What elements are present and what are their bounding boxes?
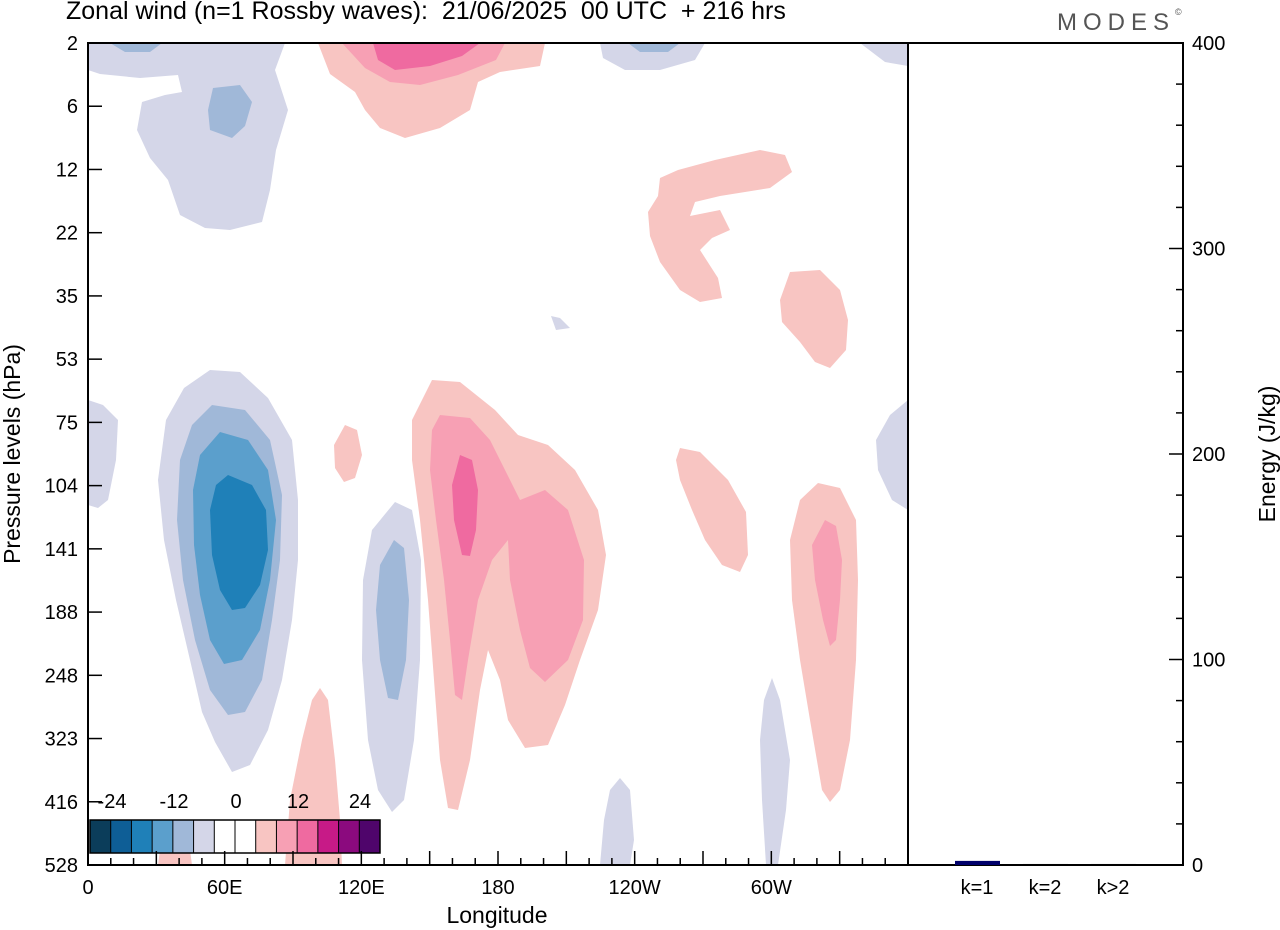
y-tick-label: 2 bbox=[67, 33, 78, 55]
y-tick-label: 141 bbox=[45, 539, 78, 561]
y-tick-label: 22 bbox=[56, 223, 78, 245]
contour-pos-small bbox=[334, 425, 362, 482]
energy-tick-label: 200 bbox=[1192, 444, 1225, 466]
y-tick-label: 248 bbox=[45, 665, 78, 687]
contour-neg-bottom-center bbox=[600, 778, 634, 865]
x-tick-label: 60E bbox=[207, 877, 243, 899]
energy-tick-label: 100 bbox=[1192, 650, 1225, 672]
colorbar-swatch bbox=[338, 820, 360, 853]
y-tick-label: 323 bbox=[45, 729, 78, 751]
contour-neg-column-inner bbox=[376, 540, 409, 700]
energy-bar bbox=[1023, 863, 1068, 865]
colorbar-swatch bbox=[276, 820, 298, 853]
y-tick-label: 6 bbox=[67, 96, 78, 118]
contour-neg-left-edge bbox=[88, 400, 118, 508]
contour-pos-right-mid bbox=[780, 270, 848, 368]
contour-neg-top-center-inner bbox=[628, 43, 680, 52]
x-tick-label: 180 bbox=[481, 877, 514, 899]
colorbar-swatch bbox=[193, 820, 215, 853]
colorbar-swatch bbox=[255, 820, 277, 853]
colorbar-label: -24 bbox=[98, 791, 127, 813]
x-tick-label: 120E bbox=[338, 877, 385, 899]
colorbar-label: 24 bbox=[349, 791, 371, 813]
energy-tick-label: 400 bbox=[1192, 33, 1225, 55]
y-axis: 2 6 12 22 35 53 75 104 141 188 248 323 416 528 bbox=[45, 33, 102, 877]
x-tick-label: 120W bbox=[609, 877, 661, 899]
colorbar-swatch bbox=[110, 820, 132, 853]
y-tick-label: 104 bbox=[45, 476, 78, 498]
y-axis-title: Pressure levels (hPa) bbox=[0, 344, 25, 564]
contour-neg-trop-core bbox=[210, 475, 268, 610]
colorbar-swatch bbox=[214, 820, 236, 853]
contour-pos-trop-core bbox=[452, 455, 478, 556]
y-tick-label: 416 bbox=[45, 792, 78, 814]
x-axis: 0 60E 120E 180 120W 60W bbox=[82, 851, 909, 899]
x-axis-title: Longitude bbox=[446, 902, 547, 928]
colorbar-swatch bbox=[172, 820, 195, 853]
energy-bar-chart: 0 100 200 300 400 k=1 k=2 k>2 bbox=[955, 33, 1225, 899]
energy-bar bbox=[1091, 863, 1136, 865]
colorbar-swatch bbox=[317, 820, 340, 853]
contour-neg-upper-level bbox=[88, 43, 288, 230]
modes-logo: MODES© bbox=[1057, 7, 1182, 37]
y-tick-label: 12 bbox=[56, 159, 78, 181]
energy-axis-title: Energy (J/kg) bbox=[1254, 386, 1280, 523]
energy-bar bbox=[955, 860, 1000, 865]
y-tick-label: 75 bbox=[56, 412, 78, 434]
colorbar-label: -12 bbox=[160, 791, 189, 813]
chart-title: Zonal wind (n=1 Rossby waves): 21/06/202… bbox=[66, 0, 786, 25]
y-tick-label: 528 bbox=[45, 855, 78, 877]
colorbar-label: 0 bbox=[230, 791, 241, 813]
colorbar-swatch bbox=[235, 820, 257, 853]
energy-tick-label: 300 bbox=[1192, 239, 1225, 261]
contour-neg-thin-column bbox=[760, 678, 790, 865]
contour-neg-upper-top-strip bbox=[110, 43, 162, 52]
contour-pos-top-core bbox=[373, 43, 480, 70]
logo-text: MODES bbox=[1057, 9, 1176, 36]
y-tick-label: 53 bbox=[56, 349, 78, 371]
energy-tick-label: 0 bbox=[1192, 855, 1203, 877]
colorbar: -24 -12 0 12 24 bbox=[89, 791, 381, 854]
contour-neg-top-center bbox=[600, 43, 705, 70]
energy-category-label: k=1 bbox=[961, 877, 994, 899]
x-tick-label: 0 bbox=[82, 877, 93, 899]
colorbar-swatch bbox=[90, 820, 112, 853]
colorbar-swatch bbox=[297, 820, 319, 853]
contour-neg-upper-level-inner bbox=[208, 85, 252, 138]
energy-category-label: k=2 bbox=[1029, 877, 1062, 899]
colorbar-swatch bbox=[152, 820, 174, 853]
contour-pos-right-column-inner bbox=[812, 520, 842, 646]
contour-pos-mid-right bbox=[676, 448, 748, 572]
x-tick-label: 60W bbox=[751, 877, 792, 899]
colorbar-label: 12 bbox=[287, 791, 309, 813]
energy-category-label: k>2 bbox=[1097, 877, 1130, 899]
y-tick-label: 35 bbox=[56, 286, 78, 308]
logo-mark: © bbox=[1175, 7, 1182, 17]
contour-neg-top-right bbox=[860, 43, 908, 66]
colorbar-swatch bbox=[131, 820, 153, 853]
contour-field bbox=[88, 43, 908, 865]
contour-pos-upper-right bbox=[648, 150, 792, 302]
contour-neg-right-edge bbox=[876, 400, 908, 510]
energy-panel-frame bbox=[907, 42, 1184, 866]
contour-neg-small-dot bbox=[551, 316, 570, 330]
colorbar-swatch bbox=[359, 820, 381, 853]
y-tick-label: 188 bbox=[45, 602, 78, 624]
